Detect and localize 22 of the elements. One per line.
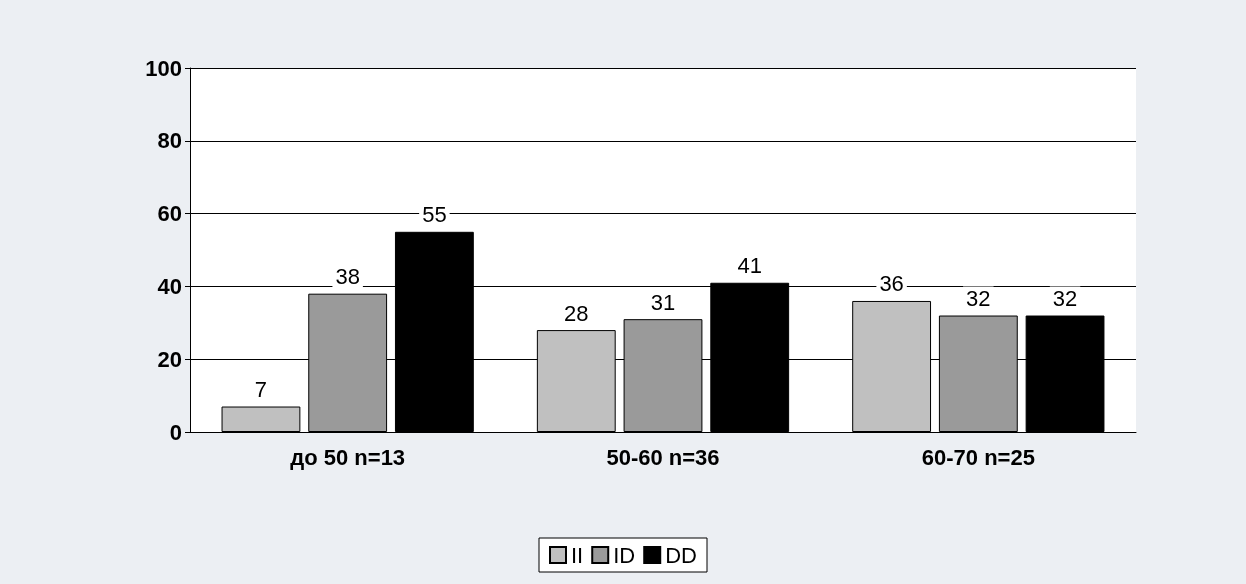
y-tick-label: 100 (145, 55, 182, 81)
data-label: 32 (1052, 286, 1078, 312)
data-label: 36 (879, 271, 904, 297)
data-label: 41 (737, 253, 762, 279)
y-tick-label: 40 (157, 273, 182, 299)
legend-label: ID (613, 542, 636, 568)
data-label: 28 (564, 300, 589, 326)
y-tick-label: 80 (157, 128, 182, 154)
bar (221, 406, 301, 432)
data-label: 32 (966, 286, 991, 312)
legend-label: DD (665, 542, 698, 568)
y-tick-label: 0 (169, 419, 182, 445)
data-label: 38 (335, 264, 360, 290)
data-label: 55 (422, 202, 447, 228)
y-tick-label: 60 (157, 201, 182, 227)
data-label: 31 (650, 289, 676, 315)
x-tick-label: 50-60 n=36 (606, 444, 720, 470)
x-tick-label: 60-70 n=25 (921, 444, 1035, 470)
y-tick-label: 20 (157, 346, 182, 372)
legend-label: II (571, 542, 584, 568)
data-label: 7 (254, 377, 268, 403)
x-tick-label: до 50 n=13 (290, 444, 406, 470)
